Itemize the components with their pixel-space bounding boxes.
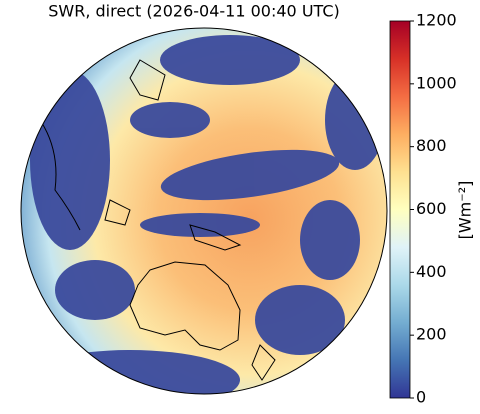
colorbar-tick-label: 400 (416, 262, 447, 281)
colorbar-tick-label: 800 (416, 136, 447, 155)
map-title: SWR, direct (2026-04-11 00:40 UTC) (48, 2, 340, 21)
globe-outline (20, 27, 388, 395)
colorbar-label: [Wm⁻²] (456, 181, 475, 240)
colorbar-tick-label: 200 (416, 325, 447, 344)
colorbar-tick-label: 1000 (416, 73, 457, 92)
colorbar-tick-label: 600 (416, 199, 447, 218)
colorbar (389, 20, 411, 399)
colorbar-tick-label: 0 (416, 388, 426, 407)
colorbar-tick-label: 1200 (416, 11, 457, 30)
globe (21, 28, 387, 394)
